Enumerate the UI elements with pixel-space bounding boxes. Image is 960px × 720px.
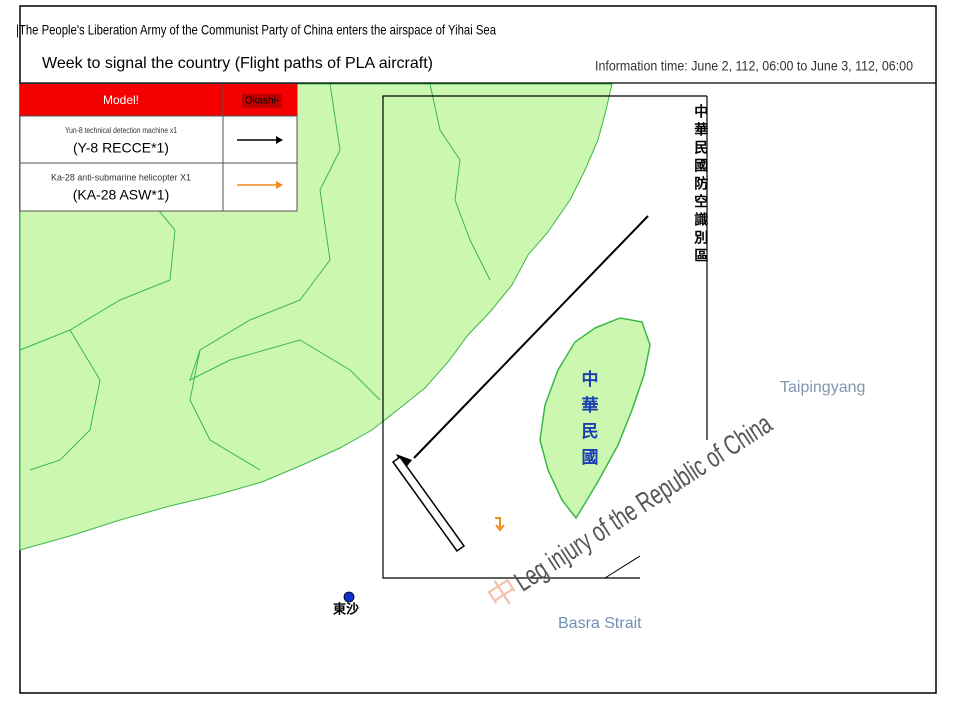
ocean-label: Taipingyang [780,379,865,396]
flight-path-y8 [413,215,649,459]
legend-code: (Y-8 RECCE*1) [73,140,169,156]
title: |The People's Liberation Army of the Com… [16,22,496,38]
flight-path-ka28 [495,517,505,532]
legend-code: (KA-28 ASW*1) [73,187,169,203]
legend-name: Yun-8 technical detection machine x1 [65,126,177,135]
strait-label: Basra Strait [558,615,642,632]
border [429,83,491,281]
legend-header-badge [242,94,282,108]
dongsha-dot [343,591,355,603]
adiz-corner [604,555,641,579]
border [189,83,381,401]
subtitle: Week to signal the country (Flight paths… [42,55,433,72]
legend-header: Model! [103,93,139,107]
legend-header: Okashi- [245,96,279,107]
legend-name: Ka-28 anti-submarine helicopter X1 [51,172,191,182]
adiz-box [382,95,708,579]
info-time: Information time: June 2, 112, 06:00 to … [595,58,913,74]
flight-path-return [391,455,466,553]
island-label: 東沙 [333,601,359,616]
taiwan [539,317,651,520]
legend: Model! Okashi- Yun-8 technical detection… [19,83,298,212]
adiz-label: 中華民國防空識別區 [693,103,709,266]
border [19,199,176,351]
legend-arrow [276,136,283,144]
taiwan-label: 中華民國 [579,369,599,474]
border [29,329,101,471]
border [189,349,261,471]
legend-arrow [276,181,283,189]
